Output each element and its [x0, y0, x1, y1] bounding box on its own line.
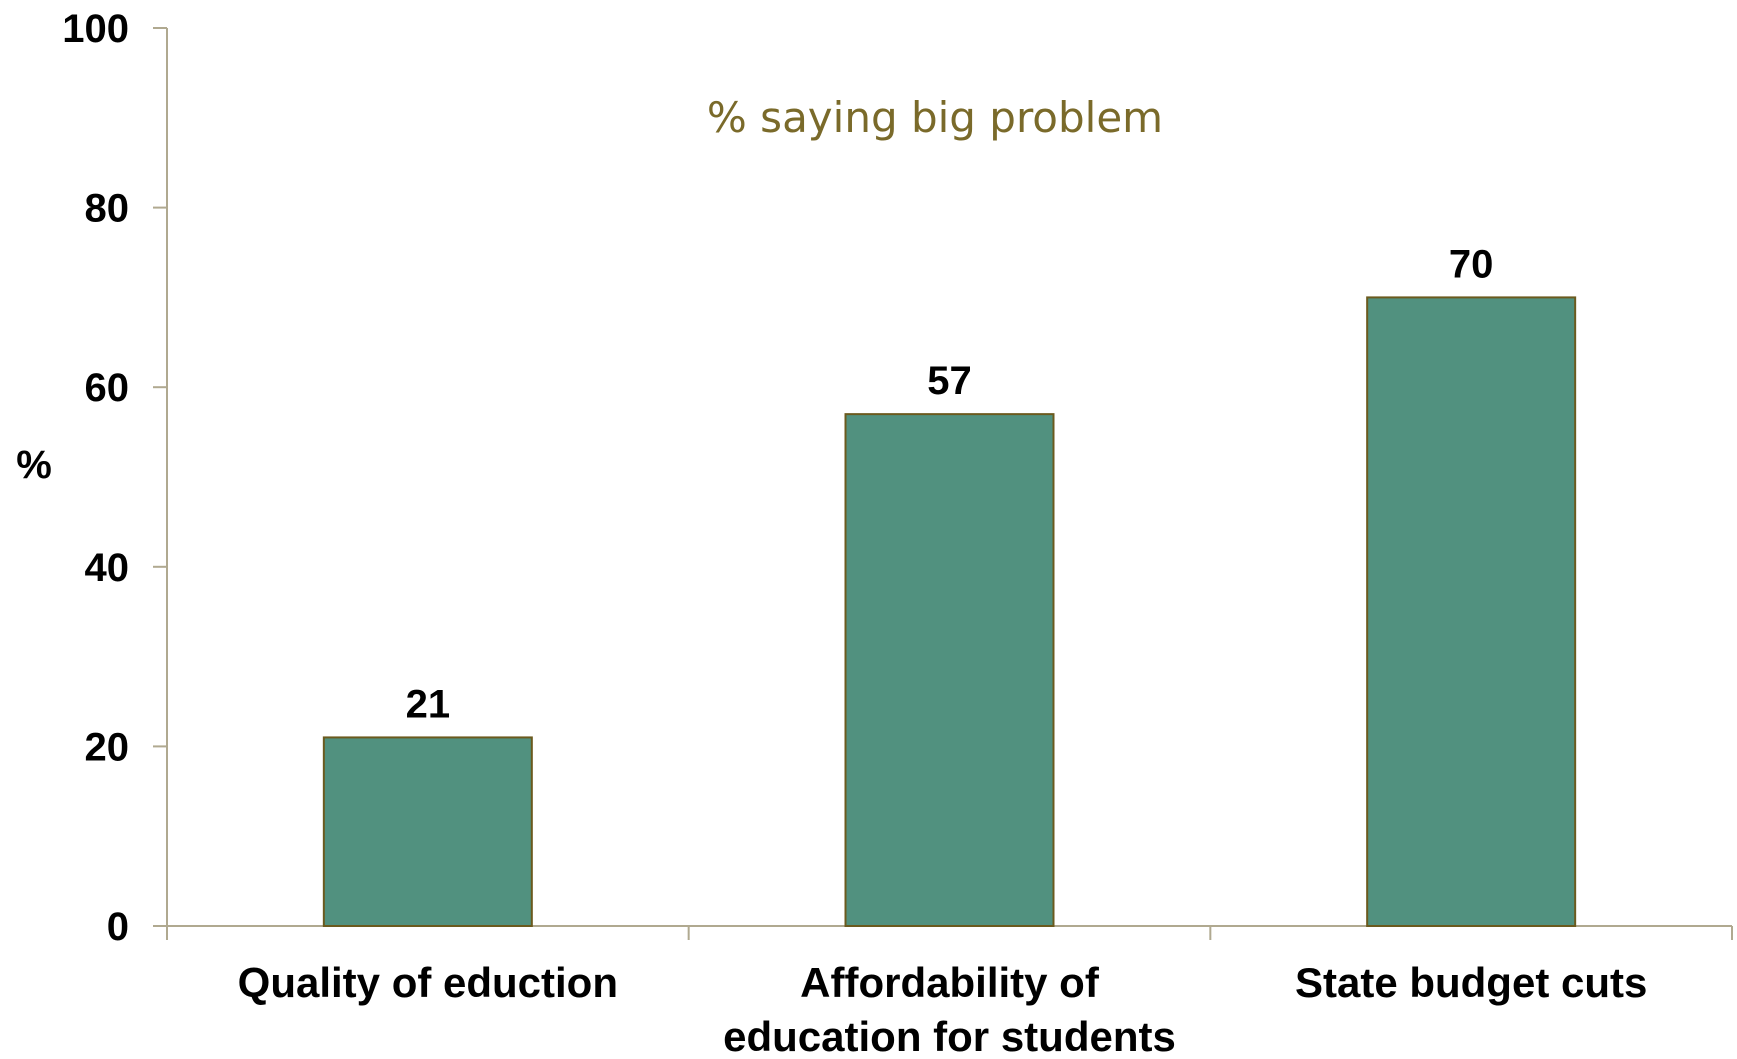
y-tick-label: 0 [107, 905, 129, 949]
bar [844, 413, 1055, 927]
y-tick-label: 40 [85, 546, 130, 590]
y-tick-label: 20 [85, 725, 130, 769]
bar [322, 736, 533, 927]
data-label: 70 [1449, 242, 1494, 286]
data-label: 21 [406, 682, 451, 726]
y-tick-label: 100 [62, 7, 129, 51]
y-axis-label: % [16, 443, 52, 487]
x-category-label: Affordability of [800, 959, 1100, 1006]
x-category-label: Quality of eduction [238, 959, 618, 1006]
chart-subtitle: % saying big problem [707, 93, 1163, 142]
plot-area: 0 20 40 60 80 100 21 Quality of eduction 57 Affor… [62, 7, 1733, 1059]
x-category-label: education for students [723, 1013, 1176, 1059]
y-tick-label: 60 [85, 366, 130, 410]
x-category-label: State budget cuts [1295, 959, 1647, 1006]
bar [1366, 296, 1577, 927]
data-label: 57 [927, 359, 972, 403]
y-tick-label: 80 [85, 187, 130, 231]
